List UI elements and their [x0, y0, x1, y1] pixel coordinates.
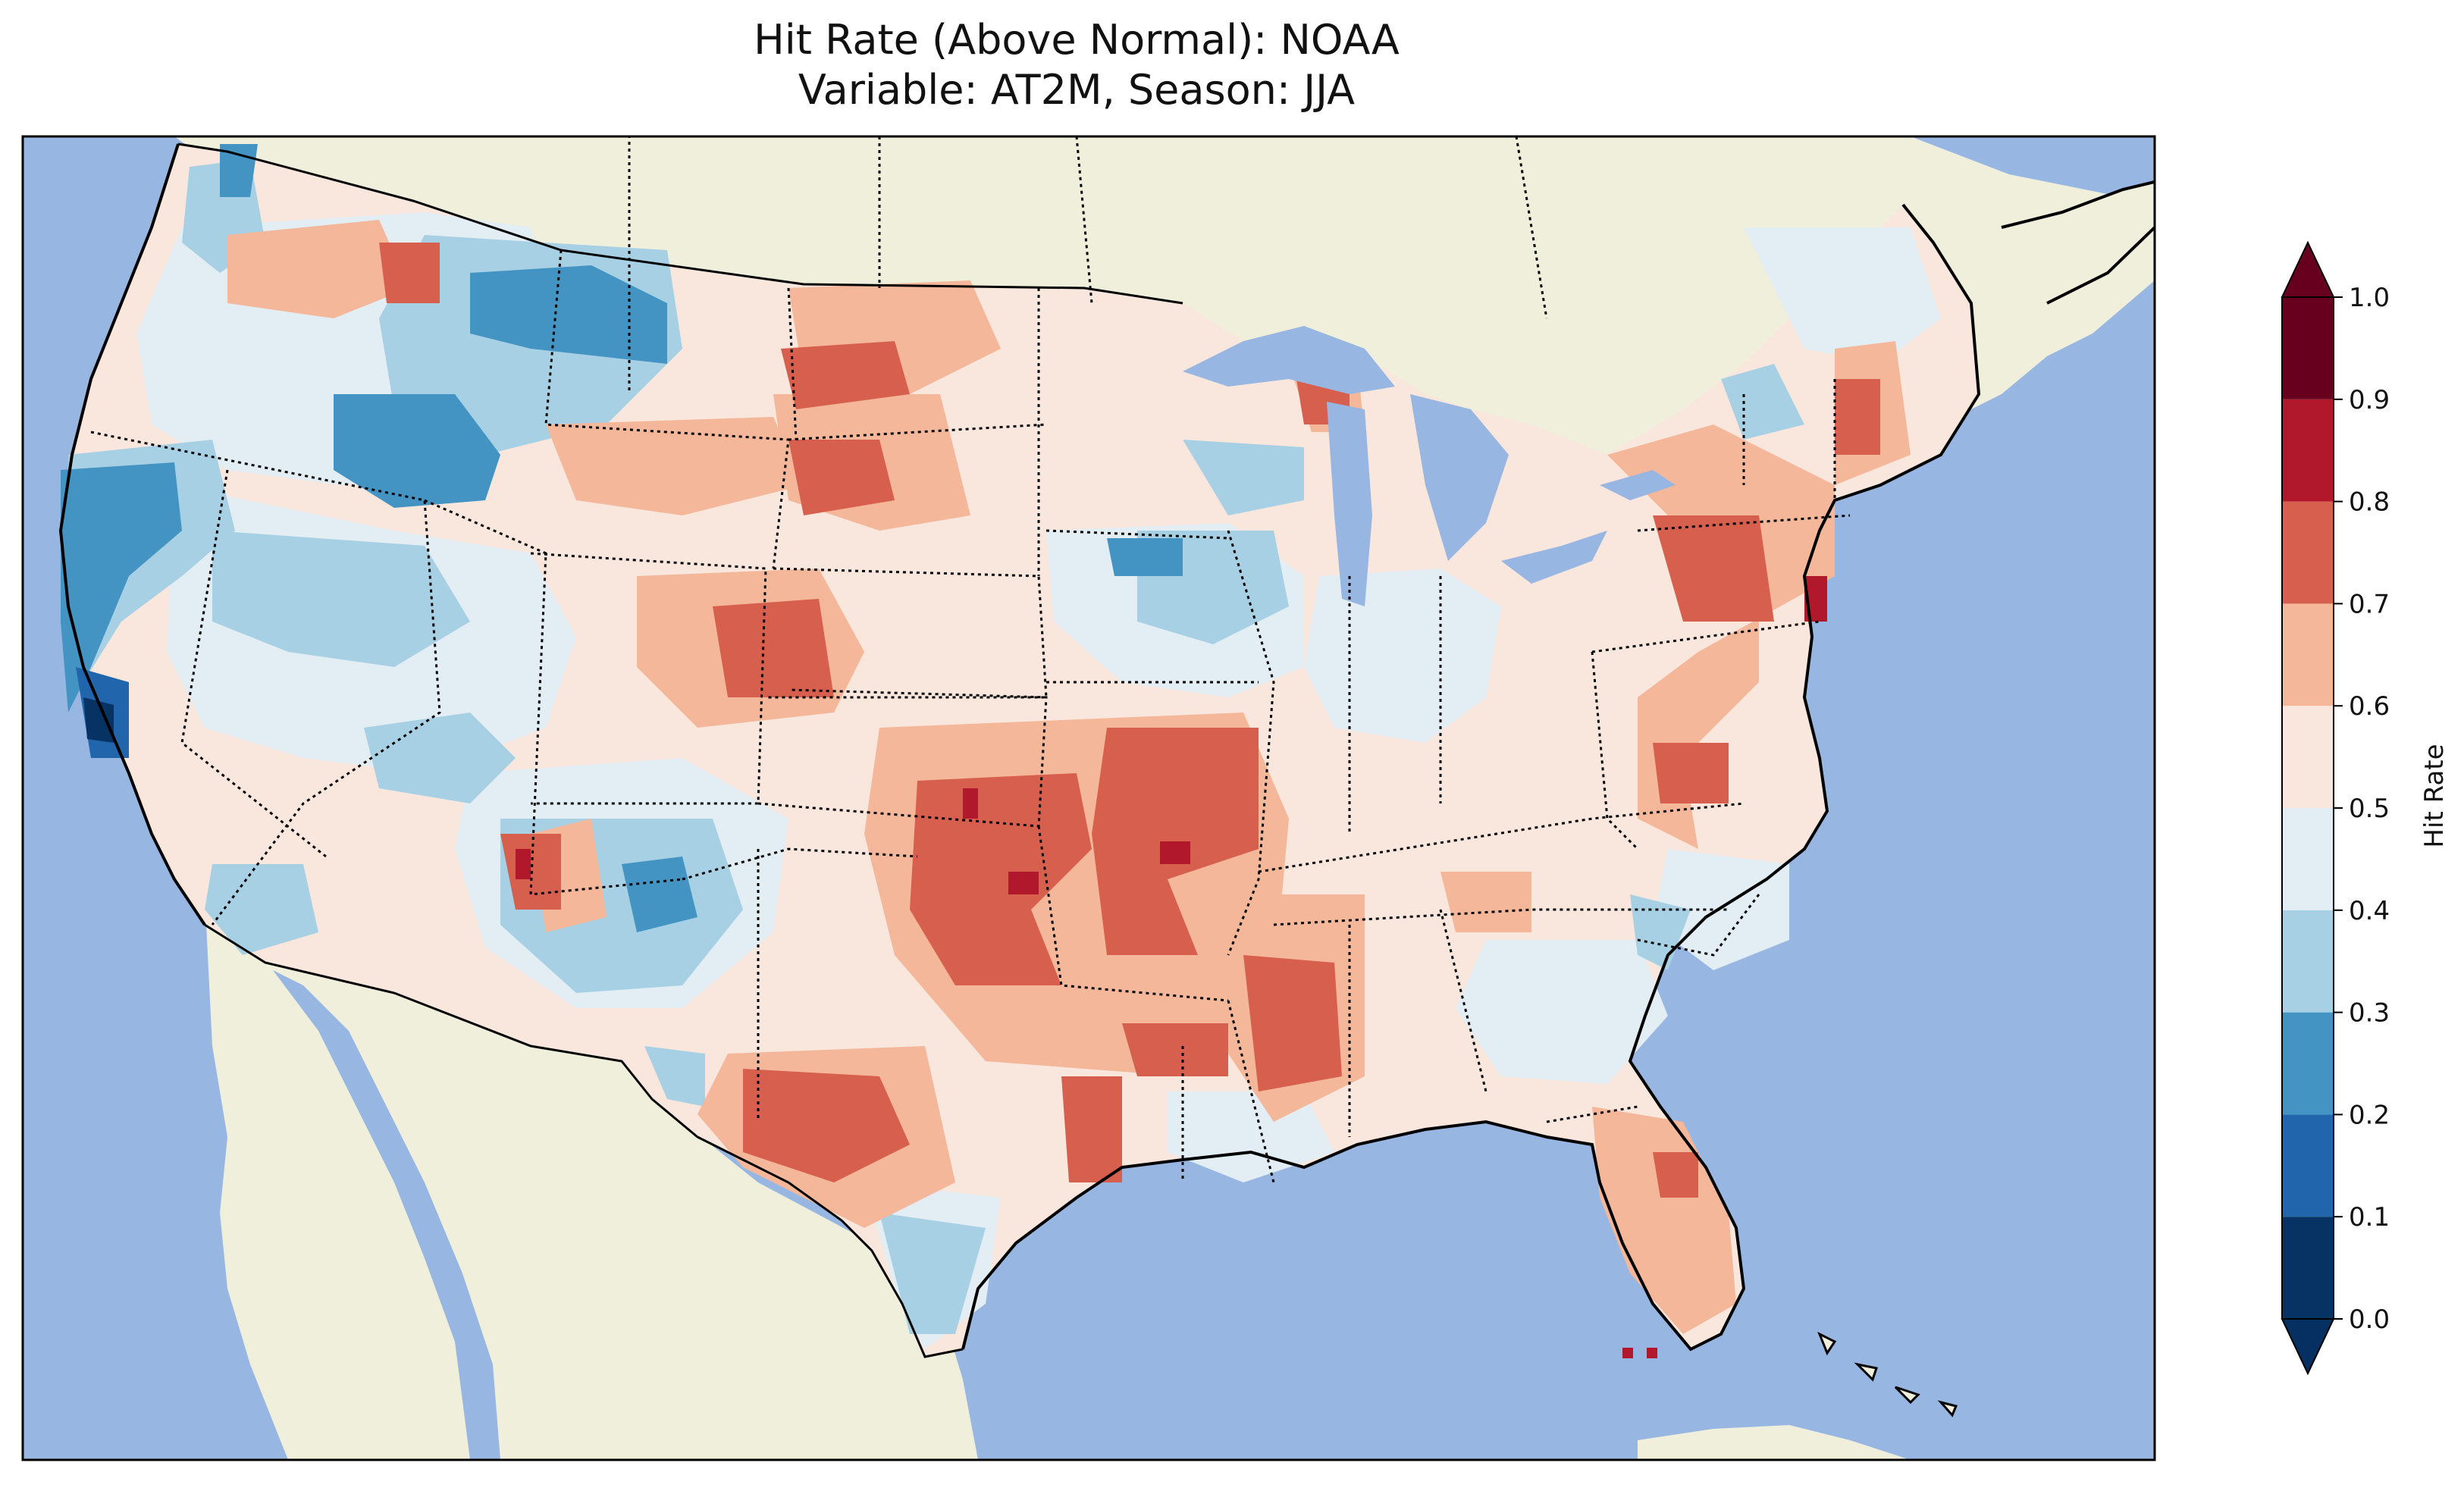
lake-huron: [1410, 394, 1509, 561]
lake-ontario: [1600, 470, 1676, 500]
colorbar-bin-9: [2282, 297, 2334, 399]
great-lakes: [1183, 326, 1676, 606]
colorbar-bin-1: [2282, 1114, 2334, 1217]
colorbar-tick-label-1: 0.1: [2349, 1202, 2390, 1232]
map-frame: [21, 135, 2156, 1461]
colorbar-tick-label-6: 0.6: [2349, 691, 2390, 722]
colorbar-group: 0.0 0.1 0.2 0.3 0.4 0.5 0.6 0.7 0.8 0.9 1.0: [2281, 240, 2390, 1376]
state-borders: [90, 136, 1851, 1183]
colorbar-label: Hit Rate: [2419, 744, 2450, 847]
colorbar-tick-label-7: 0.7: [2349, 589, 2390, 619]
colorbar-tick-label-9: 0.9: [2349, 385, 2390, 415]
lake-superior: [1183, 326, 1395, 394]
colorbar-bin-0: [2282, 1217, 2334, 1319]
gulf-of-california: [273, 970, 500, 1460]
coastline: [58, 143, 2155, 1351]
title-line-2: Variable: AT2M, Season: JJA: [798, 66, 1356, 114]
title-line-1: Hit Rate (Above Normal): NOAA: [754, 16, 1400, 64]
lake-erie: [1501, 531, 1607, 584]
colorbar-bin-7: [2282, 501, 2334, 604]
colorbar-bin-8: [2282, 399, 2334, 502]
colorbar-tick-label-4: 0.4: [2349, 896, 2390, 926]
lake-michigan: [1327, 402, 1372, 606]
colorbar-tick-label-5: 0.5: [2349, 794, 2390, 824]
colorbar-extend-max: [2281, 240, 2335, 298]
bin-08-09: [516, 576, 1827, 1358]
bin-02-03: [61, 144, 1183, 932]
bahamas: [1817, 1331, 1958, 1417]
colorbar-extend-min: [2281, 1318, 2335, 1376]
colorbar-bin-6: [2282, 603, 2334, 706]
colorbar-bin-4: [2282, 808, 2334, 910]
colorbar-tick-label-8: 0.8: [2349, 487, 2390, 518]
cuba-land: [1638, 1425, 1911, 1460]
maritimes-land: [2002, 182, 2155, 303]
colorbar-bin-2: [2282, 1012, 2334, 1115]
baja-coast: [212, 940, 455, 1460]
bin-00-01: [83, 697, 114, 743]
colorbar-tick-label-10: 1.0: [2349, 283, 2390, 313]
colorbar-tick-label-3: 0.3: [2349, 998, 2390, 1029]
colorbar-tick-label-2: 0.2: [2349, 1100, 2390, 1130]
colorbar-bin-3: [2282, 910, 2334, 1013]
colorbar-tick-label-0: 0.0: [2349, 1305, 2390, 1335]
colorbar-bin-5: [2282, 706, 2334, 808]
plot-title: Hit Rate (Above Normal): NOAA Variable: …: [0, 15, 2153, 115]
country-borders: [177, 143, 1183, 1358]
